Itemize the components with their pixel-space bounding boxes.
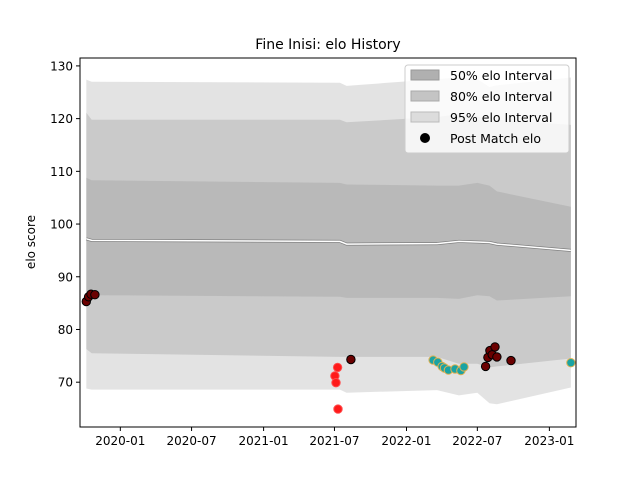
legend-label-95: 95% elo Interval (450, 110, 552, 125)
y-tick-label: 130 (50, 59, 73, 73)
legend-swatch-80 (410, 90, 440, 102)
x-tick-label: 2021-01 (239, 434, 289, 448)
y-axis-ticks: 70 80 90 100 110 120 130 (50, 59, 80, 390)
y-tick-label: 90 (58, 270, 73, 284)
x-tick-label: 2022-01 (381, 434, 431, 448)
legend-swatch-95 (410, 111, 440, 123)
y-tick-label: 100 (50, 218, 73, 232)
mean-line (86, 238, 571, 252)
post-match-point (506, 355, 516, 366)
post-match-point (490, 342, 500, 352)
post-match-point (90, 290, 100, 300)
x-axis-ticks: 2020-01 2020-07 2021-01 2021-07 2022-01 2022-… (95, 427, 574, 448)
chart-title: Fine Inisi: elo History (255, 37, 400, 53)
legend-label-post-match: Post Match elo (450, 131, 541, 146)
mean-line-group (85, 237, 572, 252)
legend-swatch-50 (410, 69, 440, 81)
post-match-point (346, 354, 356, 365)
x-tick-label: 2020-01 (95, 434, 145, 448)
legend-marker-post-match (420, 133, 430, 143)
post-match-point (331, 378, 341, 388)
legend-box (404, 64, 570, 154)
post-match-point (333, 404, 343, 414)
y-axis-label: elo score (24, 215, 38, 269)
legend-label-80: 80% elo Interval (450, 89, 552, 104)
legend-label-50: 50% elo Interval (450, 68, 552, 83)
post-match-point (566, 358, 576, 368)
y-tick-label: 110 (50, 165, 73, 179)
post-match-point (332, 362, 343, 373)
x-tick-label: 2021-07 (309, 434, 359, 448)
x-tick-label: 2023-01 (524, 434, 574, 448)
y-tick-label: 120 (50, 112, 73, 126)
y-tick-label: 80 (58, 323, 73, 337)
post-match-point (459, 362, 469, 372)
y-tick-label: 70 (58, 376, 73, 390)
band-50 (86, 177, 571, 301)
x-tick-label: 2020-07 (167, 434, 217, 448)
post-match-point (492, 352, 502, 362)
legend: 50% elo Interval 80% elo Interval 95% el… (404, 64, 570, 154)
plot-frame (79, 57, 577, 428)
post-match-point (480, 361, 491, 372)
post-match-points (81, 289, 576, 414)
x-tick-label: 2022-07 (452, 434, 502, 448)
